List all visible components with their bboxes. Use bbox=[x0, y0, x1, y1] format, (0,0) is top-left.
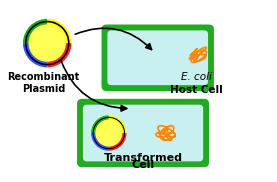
FancyBboxPatch shape bbox=[101, 25, 214, 91]
FancyBboxPatch shape bbox=[107, 30, 208, 85]
Text: Host Cell: Host Cell bbox=[170, 85, 223, 95]
Text: Transformed: Transformed bbox=[104, 153, 183, 163]
FancyBboxPatch shape bbox=[77, 99, 209, 167]
Text: Recombinant
Plasmid: Recombinant Plasmid bbox=[7, 72, 79, 94]
Circle shape bbox=[93, 117, 124, 149]
Circle shape bbox=[26, 22, 69, 65]
FancyBboxPatch shape bbox=[83, 105, 203, 161]
Text: E. coli: E. coli bbox=[181, 72, 212, 82]
Text: Cell: Cell bbox=[132, 160, 155, 170]
